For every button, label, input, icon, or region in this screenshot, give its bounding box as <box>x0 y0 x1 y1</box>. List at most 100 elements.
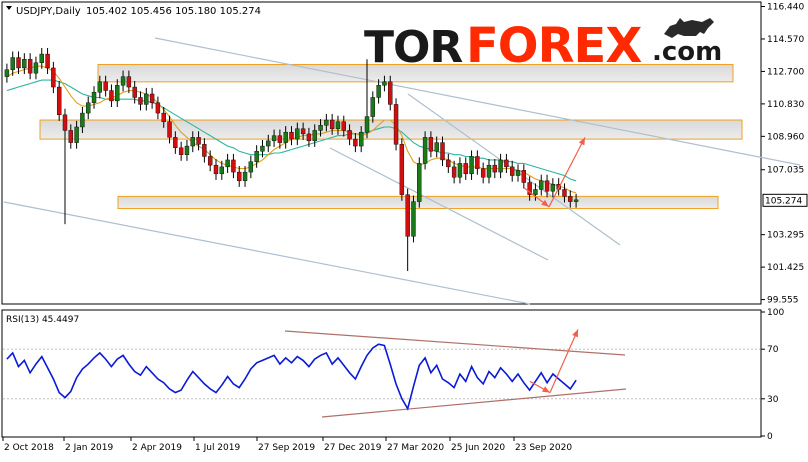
candle <box>417 157 422 208</box>
candle <box>504 153 509 173</box>
forecast-arrow-up <box>548 137 586 208</box>
candle <box>440 136 445 167</box>
rsi-layer <box>6 329 579 411</box>
time-tick-label: 2 Apr 2019 <box>132 443 182 453</box>
time-tick-label: 2 Jan 2019 <box>65 443 113 453</box>
time-tick-label: 27 Dec 2019 <box>324 443 382 453</box>
candle <box>382 75 387 92</box>
candle <box>178 141 184 161</box>
candle <box>33 56 39 80</box>
candle <box>283 126 288 149</box>
candle <box>126 70 132 94</box>
candle <box>341 115 346 137</box>
candle <box>492 159 497 179</box>
candle <box>457 157 463 184</box>
candle <box>62 108 68 225</box>
trend-line <box>154 37 801 166</box>
candle <box>463 157 468 180</box>
time-tick-label: 23 Sep 2020 <box>515 443 572 453</box>
time-tick-label: 25 Jun 2020 <box>451 443 505 453</box>
rsi-trend-line <box>321 388 627 418</box>
candle <box>260 139 265 158</box>
candles-layer <box>4 47 579 272</box>
forecast-arrow-down-head <box>541 199 549 207</box>
price-tick-label: 99.555 <box>767 296 799 306</box>
candle <box>56 80 62 121</box>
candle <box>155 96 161 120</box>
candle <box>289 126 294 146</box>
candle <box>329 113 335 135</box>
time-tick-label: 2 Oct 2018 <box>4 443 54 453</box>
candle <box>568 190 573 208</box>
rsi-tick-label: 100 <box>767 308 784 318</box>
candle <box>266 134 271 153</box>
trend-line <box>329 147 549 261</box>
candle <box>138 91 143 111</box>
candle <box>353 133 358 153</box>
candle <box>399 138 405 201</box>
candle <box>16 51 21 75</box>
bull-icon <box>664 18 714 38</box>
candle <box>184 139 190 161</box>
candle <box>173 131 178 154</box>
candle <box>68 124 73 149</box>
candle <box>527 176 532 201</box>
candle <box>451 160 457 184</box>
zones-layer <box>39 63 743 210</box>
candle <box>22 53 27 75</box>
candle <box>225 153 230 173</box>
rsi-forecast-arrow-up <box>549 329 579 393</box>
rsi-tick-label: 0 <box>767 432 773 442</box>
candle <box>202 138 207 163</box>
price-tick-label: 103.295 <box>767 231 804 241</box>
candle <box>86 96 91 120</box>
symbol-label: USDJPY,Daily <box>16 6 81 17</box>
candle <box>51 61 56 94</box>
candle <box>91 86 97 109</box>
candle <box>370 91 376 123</box>
price-tick-label: 107.035 <box>767 166 804 176</box>
candle <box>10 51 15 76</box>
candle <box>422 131 428 170</box>
candle <box>446 153 451 173</box>
rsi-indicator-label: RSI(13) 45.4497 <box>6 315 79 325</box>
candle <box>515 164 521 182</box>
sr-zone <box>39 119 743 140</box>
candle <box>80 107 85 134</box>
candle <box>486 159 492 184</box>
watermark-logo: TOR FOREX .com <box>364 18 722 74</box>
candle <box>242 166 248 187</box>
candle <box>533 183 538 201</box>
candle <box>254 145 259 168</box>
rsi-pane-frame <box>1 309 762 438</box>
time-tick-label: 27 Sep 2019 <box>258 443 315 453</box>
candle <box>550 178 556 198</box>
rsi-line <box>6 343 577 411</box>
candle <box>364 59 370 139</box>
candle <box>120 70 126 92</box>
price-pane-frame <box>1 1 762 305</box>
logo-forex: FOREX <box>466 18 642 74</box>
candle <box>521 164 527 189</box>
trend-line <box>3 201 531 305</box>
candle <box>103 75 108 97</box>
ohlc-label: 105.402 105.456 105.180 105.274 <box>86 6 261 17</box>
candle <box>358 126 364 153</box>
time-axis: 2 Oct 2018 2 Jan 2019 2 Apr 2019 1 Jul 2019… <box>2 437 572 453</box>
price-axis: 116.440 114.570 112.700 110.830 108.960 107.0… <box>761 3 804 306</box>
price-tick-label: 110.830 <box>767 100 804 110</box>
candle <box>388 75 393 111</box>
candle <box>539 174 544 196</box>
candle <box>347 124 352 146</box>
candle <box>231 153 236 179</box>
candle <box>480 162 486 184</box>
candle <box>498 153 503 179</box>
candle <box>74 120 79 149</box>
candle <box>510 160 515 182</box>
candle <box>115 79 120 108</box>
price-tick-label: 114.570 <box>767 35 804 45</box>
candle <box>219 160 225 180</box>
price-tick-label: 116.440 <box>767 3 804 13</box>
forecast-layer <box>523 137 586 208</box>
